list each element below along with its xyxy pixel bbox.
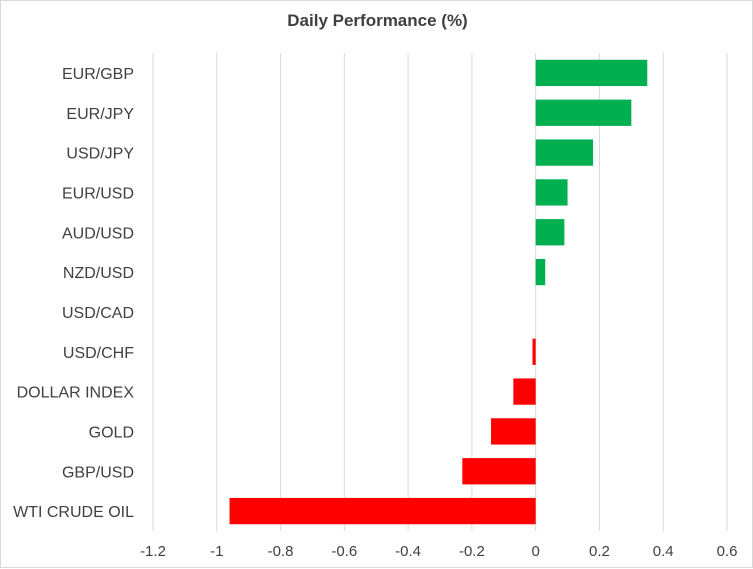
bar (535, 59, 648, 87)
x-tick-label: -1 (210, 543, 223, 560)
bar (513, 378, 536, 405)
category-label: WTI CRUDE OIL (13, 504, 134, 521)
chart-title: Daily Performance (%) (287, 11, 468, 30)
x-tick-label: -0.8 (268, 543, 294, 560)
x-tick-label: -0.6 (331, 543, 357, 560)
category-label: USD/JPY (66, 146, 134, 163)
x-tick-label: -0.2 (459, 543, 485, 560)
category-label: GBP/USD (62, 464, 134, 481)
bar (535, 99, 632, 126)
x-tick-label: -1.2 (140, 543, 166, 560)
x-tick-label: 0.4 (653, 543, 674, 560)
x-tick-label: 0 (531, 543, 539, 560)
category-label: NZD/USD (63, 265, 134, 282)
category-label: DOLLAR INDEX (17, 385, 135, 402)
bar (535, 139, 594, 166)
category-label: USD/CHF (63, 345, 134, 362)
x-tick-label: 0.2 (589, 543, 610, 560)
bar (535, 258, 546, 286)
x-tick-label: 0.6 (717, 543, 738, 560)
bar (535, 179, 568, 206)
category-label: EUR/JPY (66, 106, 134, 123)
bar (491, 418, 536, 445)
x-tick-label: -0.4 (395, 543, 421, 560)
bar (229, 497, 536, 525)
bar (535, 219, 565, 246)
category-label: USD/CAD (62, 305, 134, 322)
bar (532, 338, 536, 365)
category-label: GOLD (89, 424, 134, 441)
category-label: EUR/GBP (62, 66, 134, 83)
bar (462, 458, 536, 485)
category-label: EUR/USD (62, 185, 134, 202)
category-label: AUD/USD (62, 225, 134, 242)
